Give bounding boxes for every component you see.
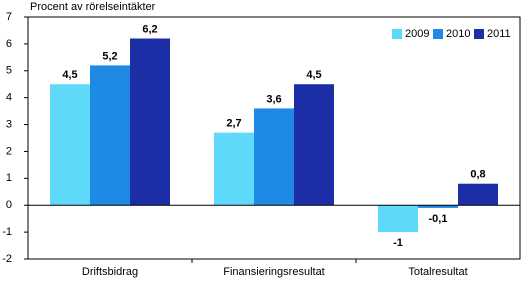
- legend-label: 2010: [446, 28, 470, 40]
- bar: [458, 183, 498, 206]
- bar: [214, 132, 254, 206]
- legend-swatch: [433, 29, 443, 39]
- y-tick-label: 4: [6, 92, 12, 104]
- y-tick-label: 3: [6, 118, 12, 130]
- y-tick-label: 0: [6, 199, 12, 211]
- plot-frame: [27, 16, 521, 260]
- value-label: 2,7: [226, 118, 241, 130]
- y-tick-label: 1: [6, 172, 12, 184]
- y-tick-label: -2: [2, 253, 12, 265]
- bar: [294, 84, 334, 206]
- bar: [130, 38, 170, 206]
- value-label: 4,5: [62, 69, 77, 81]
- x-tick-label: Driftsbidrag: [82, 266, 138, 278]
- value-label: -1: [393, 237, 403, 249]
- x-tick-label: Finansieringsresultat: [223, 266, 325, 278]
- y-tick-label: -1: [2, 226, 12, 238]
- value-label: 5,2: [102, 50, 117, 62]
- legend-label: 2009: [405, 28, 429, 40]
- axis-title: Procent av rörelseintäkter: [30, 1, 156, 13]
- value-label: 4,5: [306, 69, 321, 81]
- value-label: 6,2: [142, 23, 157, 35]
- y-tick-label: 2: [6, 145, 12, 157]
- bar: [378, 205, 418, 233]
- bar: [418, 205, 458, 208]
- bar: [90, 65, 130, 206]
- value-label: 0,8: [470, 169, 485, 181]
- y-tick-label: 7: [6, 11, 12, 23]
- legend-swatch: [392, 29, 402, 39]
- y-tick-label: 5: [6, 65, 12, 77]
- x-tick-label: Totalresultat: [408, 266, 467, 278]
- legend-label: 2011: [487, 28, 511, 40]
- bar: [254, 108, 294, 206]
- y-tick-label: 6: [6, 38, 12, 50]
- value-label: -0,1: [429, 213, 448, 225]
- bar: [50, 84, 90, 206]
- value-label: 3,6: [266, 93, 281, 105]
- legend-swatch: [474, 29, 484, 39]
